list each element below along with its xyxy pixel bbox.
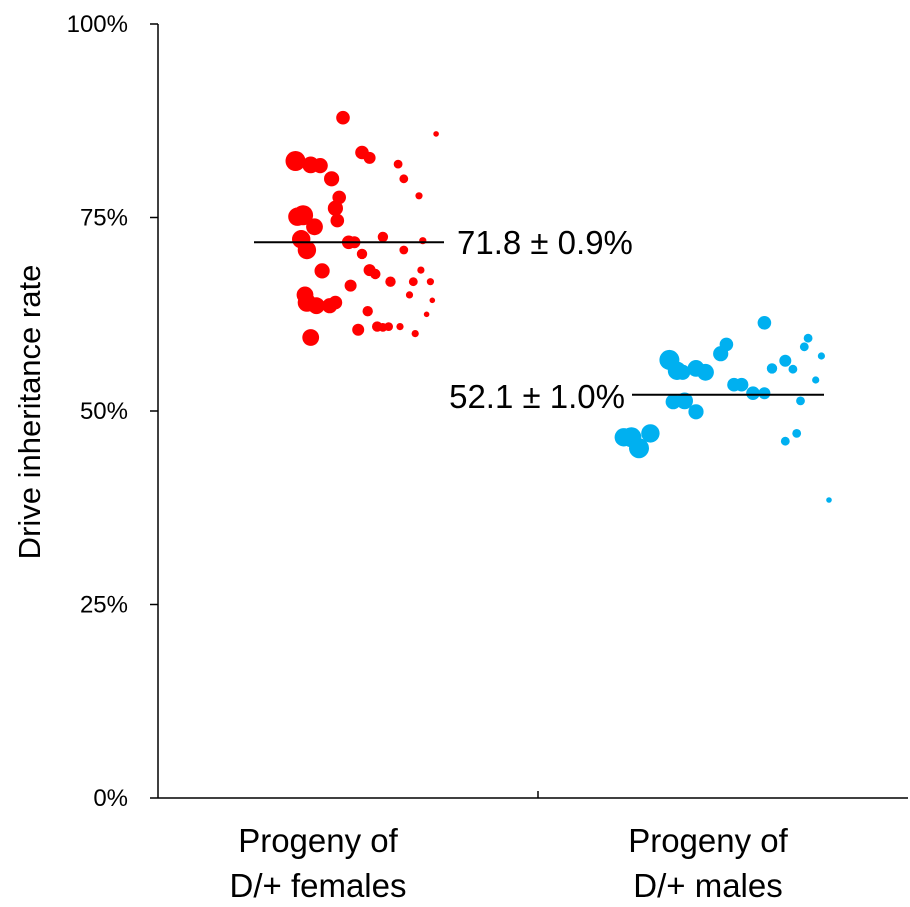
data-points [285, 110, 832, 503]
y-axis-title: Drive inheritance rate [12, 265, 47, 560]
data-point-males [796, 396, 805, 406]
category-label-females-line2: D/+ females [230, 867, 407, 904]
category-label-females-line1: Progeny of [238, 822, 398, 859]
data-point-males [799, 342, 809, 352]
mean-label-females: 71.8 ± 0.9% [457, 224, 633, 261]
category-label-males-line1: Progeny of [628, 822, 788, 859]
data-point-females [327, 200, 343, 216]
data-point-females [297, 240, 317, 260]
y-tick-label: 75% [80, 205, 128, 232]
data-point-males [826, 497, 832, 503]
data-point-females [433, 131, 439, 137]
data-point-males [788, 364, 798, 374]
y-tick-label: 100% [67, 11, 128, 38]
category-label-males-line2: D/+ males [633, 867, 782, 904]
data-point-females [328, 295, 343, 310]
data-point-males [688, 404, 704, 420]
data-point-females [324, 171, 340, 187]
data-point-males [757, 316, 772, 330]
data-point-females [411, 330, 419, 338]
y-tick-label: 0% [93, 785, 128, 812]
data-point-females [423, 311, 430, 318]
data-point-females [393, 159, 403, 169]
mean-lines [254, 241, 824, 396]
data-point-females [285, 151, 306, 171]
data-point-males [779, 354, 792, 367]
data-point-males [780, 436, 790, 446]
data-point-females [415, 192, 423, 200]
data-point-males [697, 363, 714, 381]
data-point-females [384, 322, 393, 331]
y-tick-label: 25% [80, 592, 128, 619]
data-point-females [314, 263, 330, 279]
data-point-females [344, 279, 357, 292]
data-point-males [629, 438, 649, 459]
data-point-females [308, 297, 325, 315]
data-point-females [352, 323, 365, 336]
y-ticks: 0% 25% 50% 75% 100% [67, 11, 158, 812]
data-point-males [675, 364, 691, 380]
data-point-males [746, 386, 760, 401]
data-point-males [803, 333, 813, 343]
data-point-males [812, 376, 820, 384]
data-point-males [676, 392, 693, 410]
data-point-females [405, 291, 414, 299]
data-point-females [306, 218, 323, 236]
data-point-females [363, 151, 376, 164]
data-point-males [719, 337, 734, 352]
data-point-females [429, 297, 436, 304]
data-point-females [385, 276, 396, 287]
data-point-males [641, 424, 660, 443]
data-point-males [766, 363, 778, 374]
y-tick-label: 50% [80, 398, 128, 425]
data-point-females [399, 245, 409, 255]
data-point-males [792, 429, 802, 438]
data-point-females [356, 248, 368, 260]
data-point-females [396, 323, 404, 331]
data-point-males [758, 387, 771, 400]
data-point-females [336, 110, 350, 125]
data-point-females [302, 329, 320, 346]
data-point-males [817, 352, 826, 360]
data-point-females [426, 278, 434, 286]
data-point-females [330, 213, 345, 228]
data-point-females [408, 277, 418, 287]
data-point-females [417, 266, 425, 274]
data-point-females [399, 174, 409, 184]
data-point-females [370, 268, 381, 280]
data-point-females [312, 158, 328, 174]
mean-label-males: 52.1 ± 1.0% [449, 378, 625, 415]
data-point-males [734, 377, 749, 392]
data-point-females [362, 306, 373, 317]
data-point-females [293, 205, 314, 226]
data-point-females [377, 231, 389, 243]
